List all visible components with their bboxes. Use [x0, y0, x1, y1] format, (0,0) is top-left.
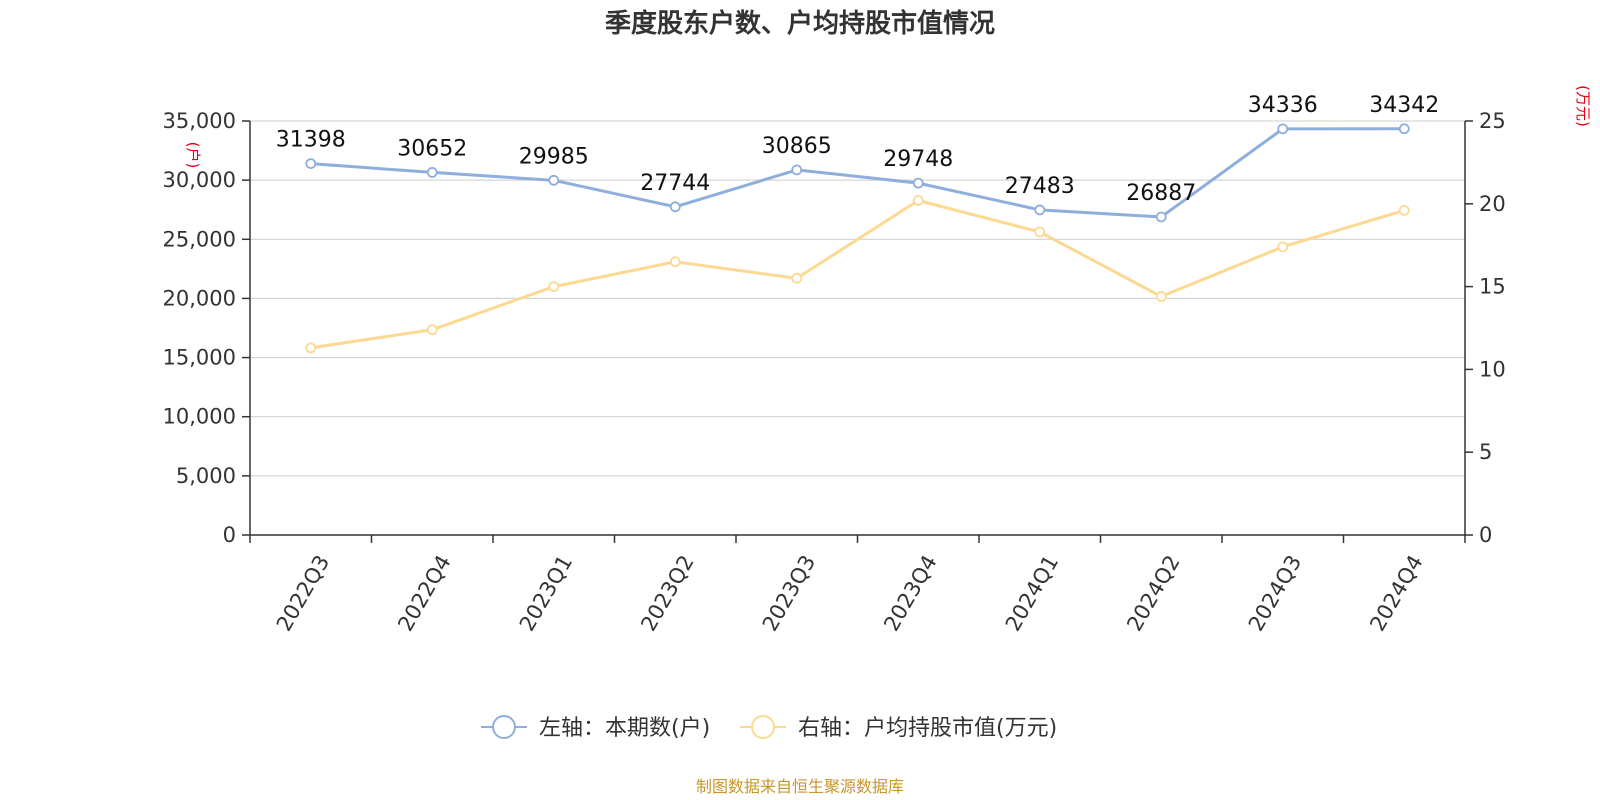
- data-point[interactable]: [1034, 204, 1046, 216]
- legend-label: 左轴：本期数(户): [539, 716, 710, 741]
- left-tick-label: 10,000: [163, 405, 236, 429]
- legend-marker: [492, 715, 516, 739]
- data-point[interactable]: [669, 256, 681, 268]
- source-note: 制图数据来自恒生聚源数据库: [696, 777, 904, 796]
- x-tick-label: 2023Q1: [515, 551, 577, 635]
- right-tick-label: 10: [1479, 357, 1506, 381]
- right-tick-label: 15: [1479, 275, 1506, 299]
- right-axis-ticks: 0 5 10 15 20 25: [1465, 109, 1506, 547]
- data-point[interactable]: [912, 177, 924, 189]
- left-tick-label: 20,000: [163, 286, 236, 310]
- x-tick-label: 2024Q4: [1365, 551, 1427, 635]
- data-label: 34336: [1248, 93, 1318, 118]
- series-lines: [305, 123, 1410, 354]
- legend-label: 右轴：户均持股市值(万元): [798, 716, 1057, 741]
- data-label: 31398: [276, 128, 346, 153]
- right-tick-label: 25: [1479, 109, 1506, 133]
- legend[interactable]: 左轴：本期数(户) 右轴：户均持股市值(万元): [481, 715, 1057, 741]
- data-point[interactable]: [548, 174, 560, 186]
- x-tick-label: 2024Q2: [1122, 551, 1184, 635]
- data-label: 29985: [519, 144, 589, 169]
- data-point[interactable]: [912, 195, 924, 206]
- left-axis-unit: (户): [184, 142, 202, 169]
- data-label: 27744: [640, 171, 710, 196]
- x-tick-label: 2022Q3: [272, 551, 334, 635]
- left-axis-ticks: 0 5,000 10,000 15,000 20,000 25,000 30,000 35,0…: [163, 109, 250, 547]
- data-label: 29748: [883, 147, 953, 172]
- left-tick-label: 5,000: [176, 464, 236, 488]
- data-point[interactable]: [548, 281, 560, 293]
- data-point[interactable]: [426, 324, 438, 336]
- series-line-holders: [310, 127, 1405, 219]
- data-label: 26887: [1126, 181, 1196, 206]
- series-line-avg-value: [310, 198, 1405, 350]
- data-labels: 31398 30652 29985 27744 30865 29748 27483 26887…: [276, 93, 1440, 206]
- x-tick-label: 2023Q3: [758, 551, 820, 635]
- x-axis-ticks: 2022Q3 2022Q4 2023Q1 2023Q2 2023Q3 2023Q4 2024…: [249, 535, 1466, 635]
- right-tick-label: 0: [1479, 523, 1492, 547]
- x-tick-label: 2022Q4: [393, 551, 455, 635]
- data-point[interactable]: [1155, 211, 1167, 223]
- data-point[interactable]: [669, 201, 681, 213]
- right-tick-label: 20: [1479, 192, 1506, 216]
- x-tick-label: 2023Q2: [636, 551, 698, 635]
- data-point[interactable]: [305, 342, 317, 354]
- data-point[interactable]: [426, 167, 438, 178]
- data-label: 30865: [762, 134, 832, 159]
- x-tick-label: 2024Q1: [1001, 551, 1063, 635]
- legend-item[interactable]: 左轴：本期数(户): [481, 715, 710, 741]
- data-point[interactable]: [1398, 123, 1410, 135]
- legend-item[interactable]: 右轴：户均持股市值(万元): [740, 715, 1057, 741]
- data-point[interactable]: [1034, 226, 1046, 238]
- data-label: 34342: [1369, 93, 1439, 118]
- data-point[interactable]: [1398, 205, 1410, 216]
- right-tick-label: 5: [1479, 440, 1492, 464]
- chart-title: 季度股东户数、户均持股市值情况: [605, 8, 995, 39]
- x-tick-label: 2023Q4: [879, 551, 941, 635]
- data-label: 27483: [1005, 174, 1075, 199]
- left-tick-label: 30,000: [163, 168, 236, 192]
- data-label: 30652: [397, 136, 467, 161]
- left-tick-label: 25,000: [163, 227, 236, 251]
- legend-marker: [751, 715, 775, 739]
- data-point[interactable]: [1277, 123, 1289, 135]
- left-tick-label: 0: [223, 523, 236, 547]
- data-point[interactable]: [791, 272, 803, 284]
- data-point[interactable]: [791, 164, 803, 176]
- left-tick-label: 35,000: [163, 109, 236, 133]
- data-point[interactable]: [1155, 291, 1167, 302]
- data-point[interactable]: [1277, 241, 1289, 253]
- data-point[interactable]: [305, 158, 317, 170]
- right-axis-unit: (万元): [1574, 85, 1592, 127]
- left-tick-label: 15,000: [163, 346, 236, 370]
- x-tick-label: 2024Q3: [1244, 551, 1306, 635]
